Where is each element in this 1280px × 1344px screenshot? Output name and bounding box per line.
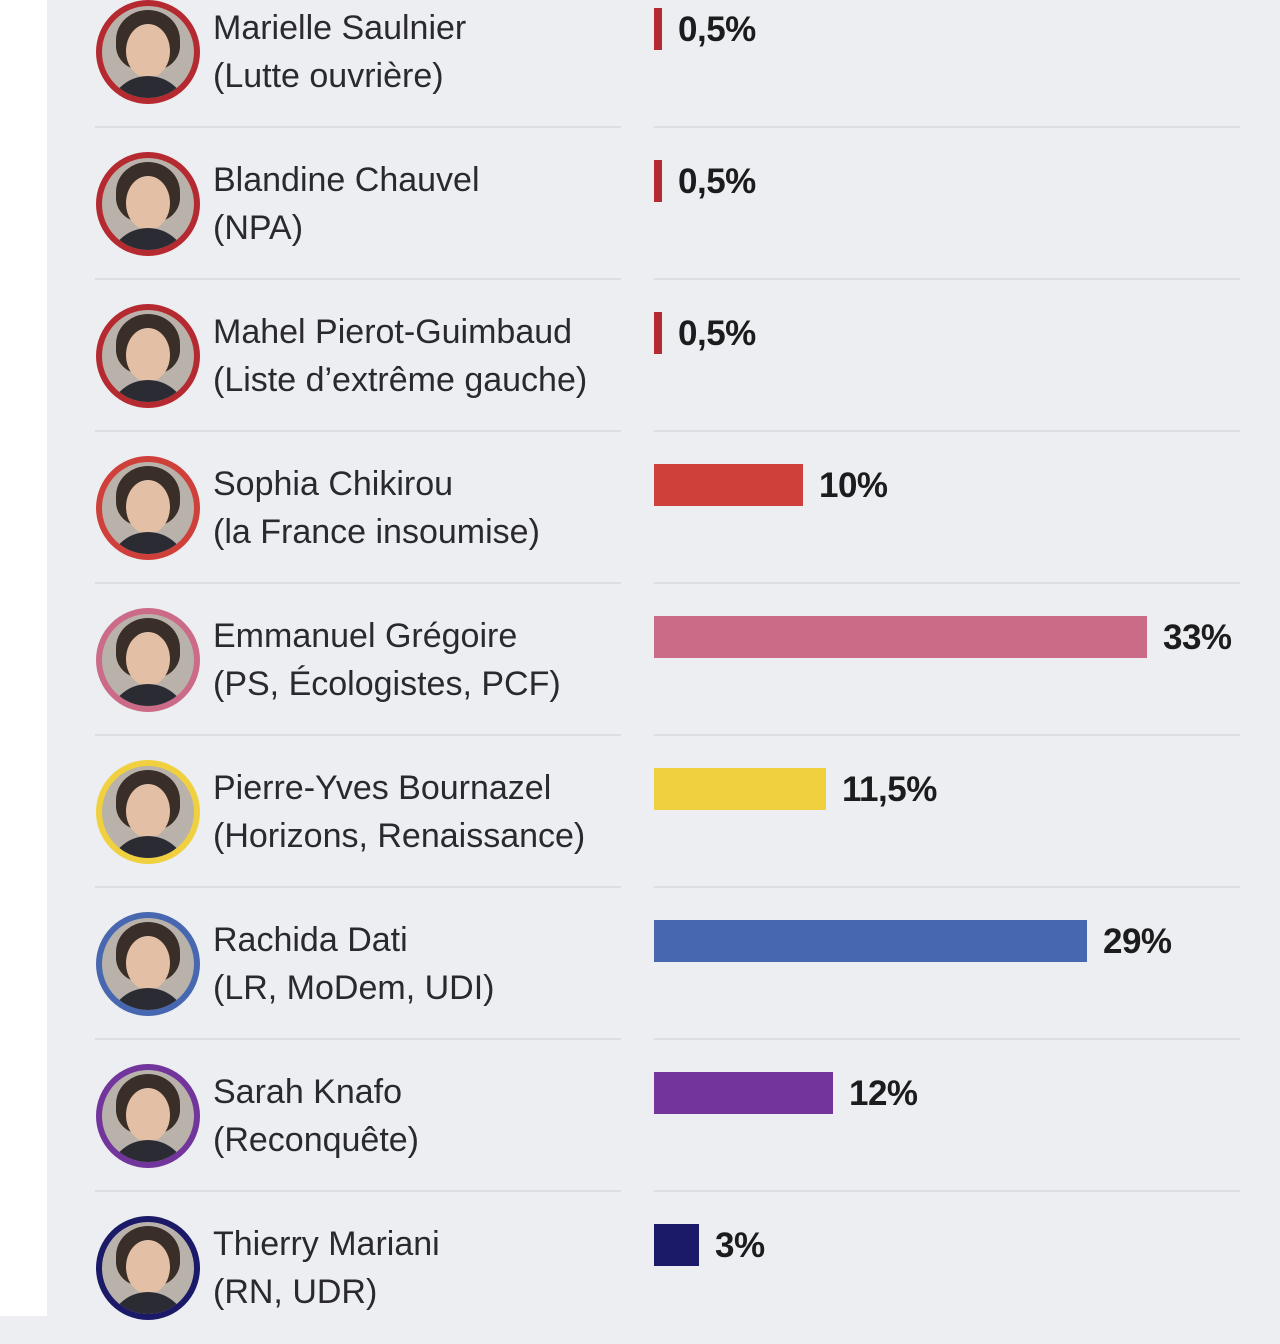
candidate-row: Thierry Mariani (RN, UDR) 3%	[0, 1192, 1280, 1344]
candidate-party: (RN, UDR)	[213, 1273, 378, 1311]
candidate-party: (NPA)	[213, 209, 304, 247]
candidate-party: (Horizons, Renaissance)	[213, 817, 586, 855]
candidate-label: Rachida Dati (LR, MoDem, UDI)	[213, 916, 494, 1012]
value-label: 0,5%	[678, 10, 756, 49]
candidate-name: Emmanuel Grégoire	[213, 617, 518, 655]
bar	[654, 160, 662, 202]
candidate-party: (PS, Écologistes, PCF)	[213, 665, 561, 703]
row-divider	[654, 1038, 1240, 1040]
candidate-label: Sarah Knafo (Reconquête)	[213, 1068, 419, 1164]
candidate-name: Mahel Pierot-Guimbaud	[213, 313, 573, 351]
candidate-avatar	[96, 0, 200, 104]
bar	[654, 616, 1147, 658]
row-divider	[95, 886, 621, 888]
bar	[654, 8, 662, 50]
candidate-label: Marielle Saulnier (Lutte ouvrière)	[213, 4, 466, 100]
value-label: 10%	[819, 466, 888, 505]
candidate-label: Mahel Pierot-Guimbaud (Liste d’extrême g…	[213, 308, 587, 404]
candidate-name: Sophia Chikirou	[213, 465, 454, 503]
candidate-avatar	[96, 304, 200, 408]
candidate-avatar	[96, 608, 200, 712]
candidate-row: Mahel Pierot-Guimbaud (Liste d’extrême g…	[0, 280, 1280, 432]
row-divider	[654, 126, 1240, 128]
candidate-party: (Lutte ouvrière)	[213, 57, 444, 95]
candidate-party: (la France insoumise)	[213, 513, 540, 551]
row-divider	[654, 430, 1240, 432]
candidate-row: Sarah Knafo (Reconquête) 12%	[0, 1040, 1280, 1192]
value-label: 29%	[1103, 922, 1172, 961]
bar	[654, 464, 803, 506]
candidate-avatar	[96, 456, 200, 560]
candidate-avatar	[96, 1064, 200, 1168]
row-divider	[95, 582, 621, 584]
row-divider	[654, 278, 1240, 280]
row-divider	[95, 430, 621, 432]
bar	[654, 768, 826, 810]
page-margin	[0, 0, 47, 1316]
value-label: 0,5%	[678, 314, 756, 353]
row-divider	[95, 1038, 621, 1040]
candidate-avatar	[96, 152, 200, 256]
candidate-label: Sophia Chikirou (la France insoumise)	[213, 460, 540, 556]
candidate-avatar	[96, 760, 200, 864]
candidate-party: (Reconquête)	[213, 1121, 420, 1159]
candidate-label: Pierre-Yves Bournazel (Horizons, Renaiss…	[213, 764, 585, 860]
row-divider	[95, 1190, 621, 1192]
candidate-name: Sarah Knafo	[213, 1073, 403, 1111]
value-label: 11,5%	[842, 770, 937, 809]
candidate-row: Pierre-Yves Bournazel (Horizons, Renaiss…	[0, 736, 1280, 888]
candidate-row: Sophia Chikirou (la France insoumise) 10…	[0, 432, 1280, 584]
bar	[654, 312, 662, 354]
value-label: 33%	[1163, 618, 1232, 657]
row-divider	[654, 1190, 1240, 1192]
candidate-row: Blandine Chauvel (NPA) 0,5%	[0, 128, 1280, 280]
candidate-name: Rachida Dati	[213, 921, 408, 959]
value-label: 0,5%	[678, 162, 756, 201]
candidate-label: Thierry Mariani (RN, UDR)	[213, 1220, 440, 1316]
candidate-party: (Liste d’extrême gauche)	[213, 361, 588, 399]
candidate-row: Rachida Dati (LR, MoDem, UDI) 29%	[0, 888, 1280, 1040]
candidate-name: Thierry Mariani	[213, 1225, 440, 1263]
candidate-avatar	[96, 1216, 200, 1320]
row-divider	[95, 126, 621, 128]
value-label: 12%	[849, 1074, 918, 1113]
row-divider	[654, 582, 1240, 584]
bar	[654, 920, 1087, 962]
candidate-party: (LR, MoDem, UDI)	[213, 969, 495, 1007]
row-divider	[654, 886, 1240, 888]
candidate-name: Marielle Saulnier	[213, 9, 467, 47]
candidate-label: Blandine Chauvel (NPA)	[213, 156, 480, 252]
candidate-avatar	[96, 912, 200, 1016]
candidate-row: Marielle Saulnier (Lutte ouvrière) 0,5%	[0, 0, 1280, 128]
value-label: 3%	[715, 1226, 765, 1265]
row-divider	[654, 734, 1240, 736]
candidate-name: Pierre-Yves Bournazel	[213, 769, 552, 807]
candidate-label: Emmanuel Grégoire (PS, Écologistes, PCF)	[213, 612, 561, 708]
row-divider	[95, 278, 621, 280]
candidate-name: Blandine Chauvel	[213, 161, 480, 199]
row-divider	[95, 734, 621, 736]
bar	[654, 1224, 699, 1266]
candidate-row: Emmanuel Grégoire (PS, Écologistes, PCF)…	[0, 584, 1280, 736]
bar	[654, 1072, 833, 1114]
